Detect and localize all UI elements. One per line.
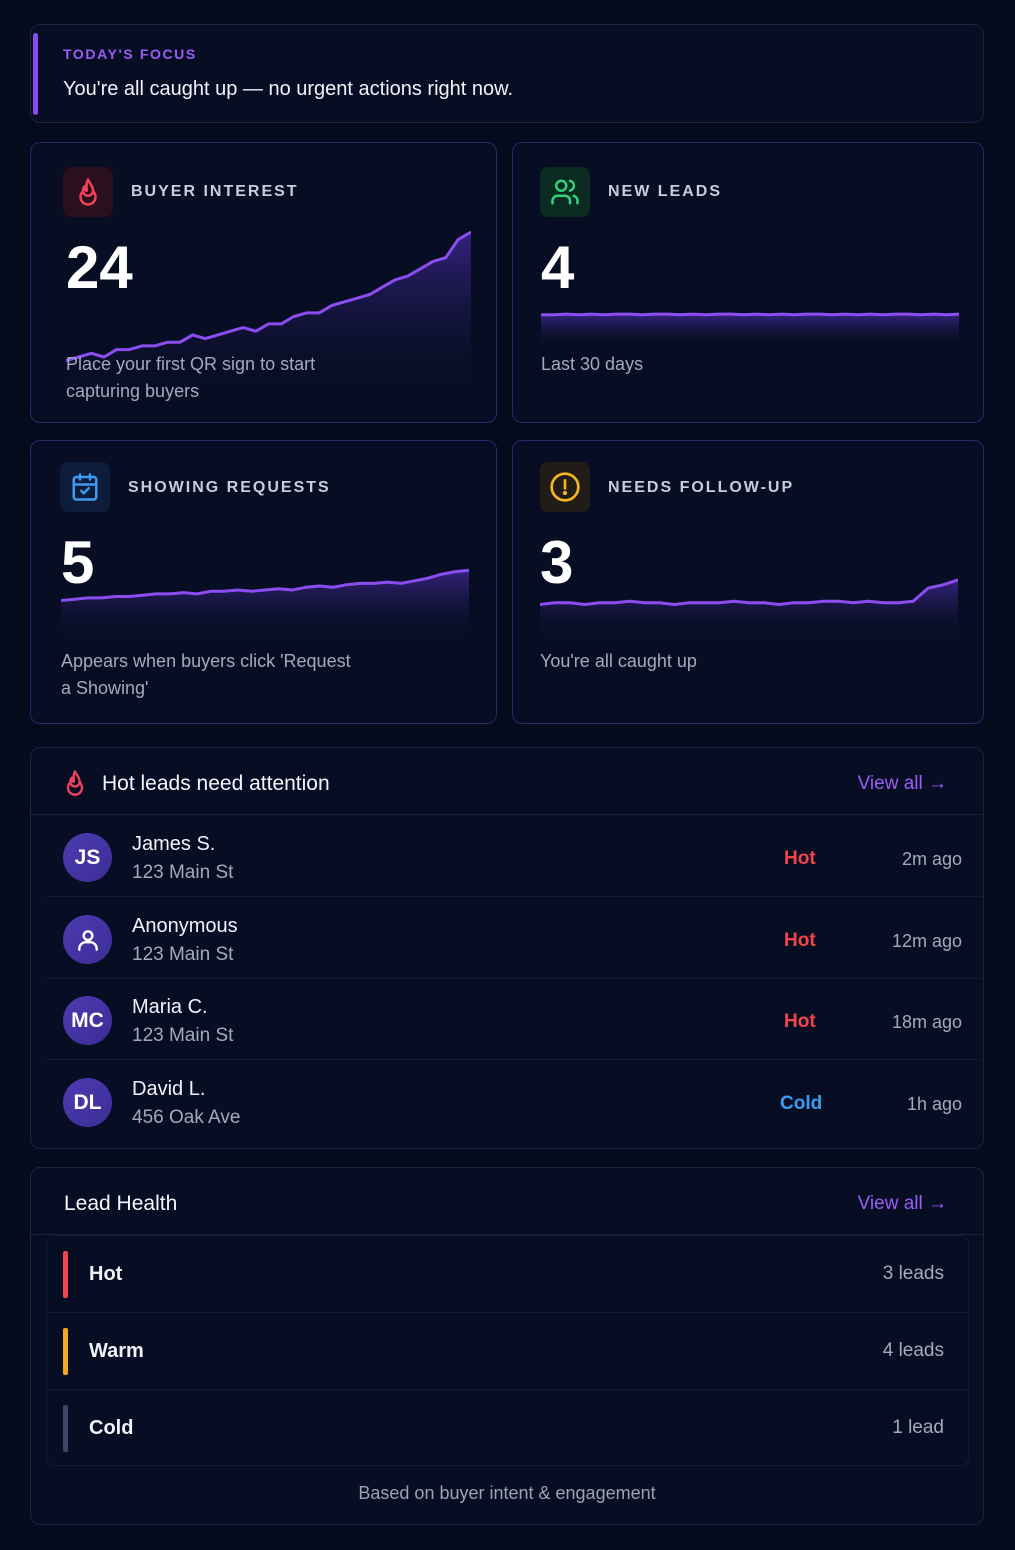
user-icon bbox=[77, 929, 98, 951]
lead-health-panel: Lead Health View all → Hot 3 leads Warm … bbox=[30, 1167, 984, 1525]
lead-row[interactable]: Anonymous 123 Main St Hot 12m ago bbox=[46, 897, 983, 979]
health-row-warm[interactable]: Warm 4 leads bbox=[47, 1313, 968, 1390]
sparkline-line bbox=[66, 230, 471, 363]
sparkline-area bbox=[540, 579, 958, 641]
avatar: DL bbox=[63, 1078, 112, 1127]
stat-card-showing-requests[interactable]: SHOWING REQUESTS 5 Appears when buyers c… bbox=[30, 440, 497, 724]
lead-status-badge: Hot bbox=[784, 1011, 816, 1032]
lead-address: 456 Oak Ave bbox=[132, 1107, 241, 1128]
stat-subtitle: Last 30 days bbox=[541, 354, 644, 374]
lead-name: Maria C. bbox=[132, 996, 208, 1018]
stat-subtitle: You're all caught up bbox=[540, 651, 697, 671]
hot-leads-title: Hot leads need attention bbox=[102, 772, 330, 795]
sparkline-line bbox=[61, 568, 469, 602]
lead-health-footnote: Based on buyer intent & engagement bbox=[358, 1483, 656, 1503]
lead-row[interactable]: DL David L. 456 Oak Ave Cold 1h ago bbox=[46, 1060, 983, 1142]
lead-row[interactable]: JS James S. 123 Main St Hot 2m ago bbox=[46, 815, 983, 897]
health-color-bar bbox=[63, 1251, 68, 1298]
health-row-cold[interactable]: Cold 1 lead bbox=[47, 1390, 968, 1465]
sparkline-line bbox=[541, 312, 959, 317]
flame-icon bbox=[63, 167, 113, 217]
users-icon bbox=[540, 167, 590, 217]
health-count: 3 leads bbox=[882, 1263, 944, 1284]
health-row-hot[interactable]: Hot 3 leads bbox=[47, 1236, 968, 1313]
sparkline-area bbox=[61, 570, 469, 641]
health-name: Warm bbox=[89, 1340, 144, 1362]
hot-leads-panel: Hot leads need attention View all → JS J… bbox=[30, 747, 984, 1149]
stat-card-new-leads[interactable]: NEW LEADS 4 Last 30 days bbox=[512, 142, 984, 423]
calendar-check-icon bbox=[60, 462, 110, 512]
sparkline-area bbox=[541, 314, 959, 348]
avatar: JS bbox=[63, 833, 112, 882]
needs-follow-up-sparkline bbox=[540, 578, 958, 641]
health-color-bar bbox=[63, 1405, 68, 1452]
stat-subtitle: Appears when buyers click 'Request a Sho… bbox=[61, 651, 351, 698]
hot-leads-view-all-link[interactable]: View all → bbox=[857, 773, 947, 794]
avatar bbox=[63, 915, 112, 964]
showing-requests-sparkline bbox=[61, 568, 469, 641]
stat-card-buyer-interest[interactable]: BUYER INTEREST 24 Place your first QR si… bbox=[30, 142, 497, 423]
focus-label: TODAY'S FOCUS bbox=[63, 46, 197, 62]
lead-status-badge: Hot bbox=[784, 930, 816, 951]
lead-address: 123 Main St bbox=[132, 944, 234, 965]
health-name: Cold bbox=[89, 1417, 134, 1439]
lead-time: 2m ago bbox=[901, 849, 962, 869]
stat-subtitle: Place your first QR sign to start captur… bbox=[66, 354, 316, 401]
todays-focus-banner: TODAY'S FOCUS You're all caught up — no … bbox=[30, 24, 984, 123]
health-count: 1 lead bbox=[892, 1417, 944, 1438]
lead-health-title: Lead Health bbox=[64, 1192, 178, 1215]
lead-name: Anonymous bbox=[132, 915, 238, 937]
sparkline-line bbox=[540, 578, 958, 606]
lead-name: James S. bbox=[132, 833, 216, 855]
lead-address: 123 Main St bbox=[132, 862, 234, 883]
stat-card-needs-follow-up[interactable]: NEEDS FOLLOW-UP 3 You're all caught up bbox=[512, 440, 984, 724]
lead-health-view-all-link[interactable]: View all → bbox=[857, 1193, 947, 1214]
alert-circle-icon bbox=[540, 462, 590, 512]
lead-health-list: Hot 3 leads Warm 4 leads Cold 1 lead bbox=[46, 1235, 969, 1466]
focus-message: You're all caught up — no urgent actions… bbox=[63, 78, 514, 100]
stat-label: NEEDS FOLLOW-UP bbox=[608, 479, 795, 496]
lead-time: 18m ago bbox=[891, 1012, 962, 1032]
stat-value: 5 bbox=[61, 529, 95, 596]
stat-label: NEW LEADS bbox=[608, 183, 722, 200]
stat-label: SHOWING REQUESTS bbox=[128, 479, 331, 496]
buyer-interest-sparkline bbox=[66, 230, 471, 398]
stat-value: 3 bbox=[540, 529, 574, 596]
health-count: 4 leads bbox=[882, 1340, 944, 1361]
health-color-bar bbox=[63, 1328, 68, 1375]
lead-row[interactable]: MC Maria C. 123 Main St Hot 18m ago bbox=[46, 978, 983, 1060]
stat-value: 4 bbox=[541, 234, 575, 301]
health-name: Hot bbox=[89, 1263, 123, 1285]
stat-label: BUYER INTEREST bbox=[131, 183, 299, 200]
lead-address: 123 Main St bbox=[132, 1025, 234, 1046]
lead-time: 1h ago bbox=[906, 1094, 962, 1114]
lead-status-badge: Hot bbox=[784, 848, 816, 869]
lead-status-badge: Cold bbox=[780, 1093, 823, 1114]
sparkline-area bbox=[66, 232, 471, 398]
flame-icon bbox=[61, 768, 89, 803]
stat-value: 24 bbox=[66, 234, 133, 301]
focus-accent-bar bbox=[33, 33, 38, 115]
panel-divider bbox=[31, 814, 983, 815]
lead-time: 12m ago bbox=[891, 931, 962, 951]
panel-divider bbox=[31, 1234, 983, 1235]
lead-name: David L. bbox=[132, 1078, 206, 1100]
new-leads-sparkline bbox=[541, 312, 959, 348]
avatar: MC bbox=[63, 996, 112, 1045]
